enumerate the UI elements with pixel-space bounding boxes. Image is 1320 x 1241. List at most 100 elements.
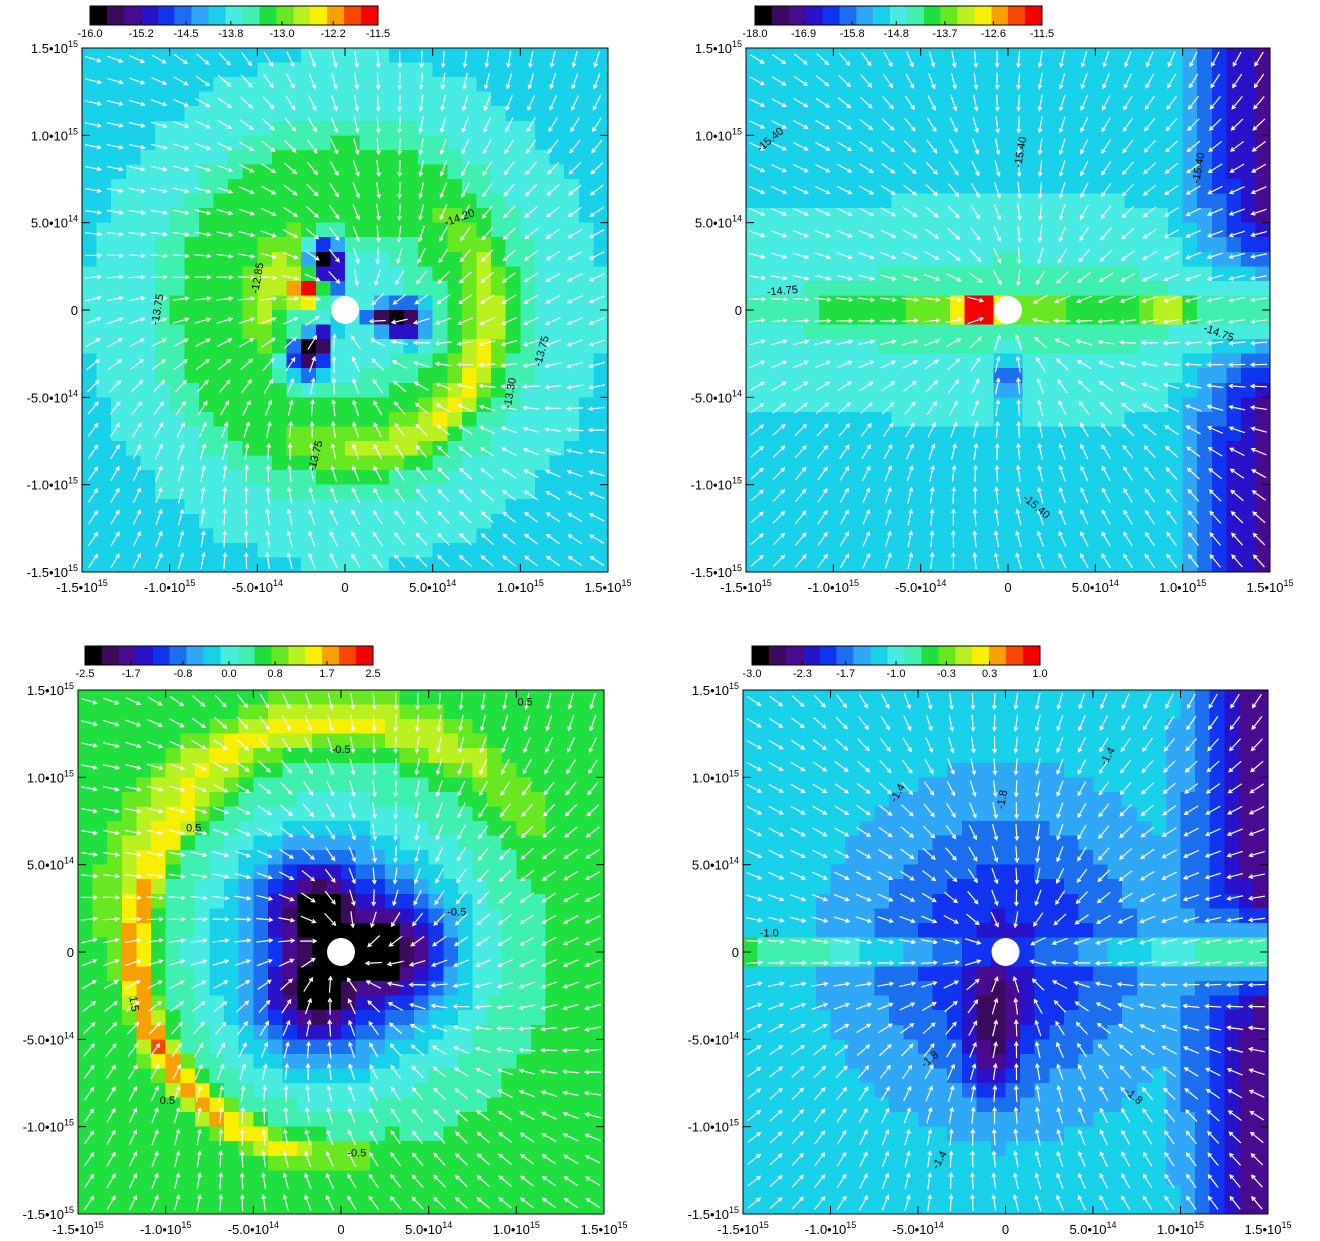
- contour-cell: [520, 543, 535, 558]
- contour-cell: [111, 325, 126, 340]
- contour-cell: [356, 908, 371, 923]
- contour-cell: [775, 48, 790, 63]
- contour-cell: [389, 48, 404, 63]
- contour-cell: [964, 543, 979, 558]
- contour-cell: [1124, 266, 1139, 281]
- contour-cell: [564, 383, 579, 398]
- contour-cell: [111, 121, 126, 136]
- contour-cell: [136, 1054, 151, 1069]
- contour-cell: [1008, 368, 1023, 383]
- contour-cell: [389, 208, 404, 223]
- contour-cell: [1008, 77, 1023, 92]
- contour-cell: [180, 1068, 195, 1083]
- contour-cell: [399, 1010, 414, 1025]
- tick-label: 1.0•1015: [695, 126, 742, 143]
- contour-cell: [151, 748, 166, 763]
- contour-cell: [166, 792, 181, 807]
- contour-cell: [180, 1083, 195, 1098]
- contour-cell: [1226, 237, 1241, 252]
- contour-cell: [326, 1039, 341, 1054]
- contour-cell: [82, 63, 97, 78]
- contour-cell: [1139, 281, 1154, 296]
- contour-cell: [312, 1083, 327, 1098]
- contour-cell: [224, 1199, 239, 1214]
- contour-cell: [155, 383, 170, 398]
- contour-cell: [316, 426, 331, 441]
- contour-cell: [1124, 339, 1139, 354]
- contour-cell: [301, 339, 316, 354]
- contour-cell: [140, 194, 155, 209]
- contour-cell: [1052, 266, 1067, 281]
- contour-cell: [462, 528, 477, 543]
- contour-cell: [1066, 412, 1081, 427]
- contour-cell: [111, 92, 126, 107]
- contour-cell: [862, 92, 877, 107]
- contour-cell: [82, 106, 97, 121]
- contour-cell: [790, 339, 805, 354]
- contour-cell: [1255, 528, 1270, 543]
- figure: -16.0-15.2-14.5-13.8-13.0-12.2-11.5-13.7…: [0, 0, 1320, 1241]
- contour-cell: [180, 923, 195, 938]
- contour-cell: [921, 48, 936, 63]
- contour-cell: [1124, 441, 1139, 456]
- tick-label: 1.0•1015: [497, 578, 544, 595]
- contour-cell: [78, 748, 93, 763]
- contour-cell: [447, 252, 462, 267]
- contour-cell: [950, 106, 965, 121]
- contour-cell: [1008, 383, 1023, 398]
- contour-cell: [356, 821, 371, 836]
- contour-cell: [111, 266, 126, 281]
- contour-cell: [374, 77, 389, 92]
- contour-cell: [107, 821, 122, 836]
- contour-cell: [356, 1112, 371, 1127]
- colorbar: -16.0-15.2-14.5-13.8-13.0-12.2-11.5: [77, 6, 390, 40]
- contour-cell: [301, 237, 316, 252]
- contour-cell: [906, 63, 921, 78]
- contour-cell: [1081, 325, 1096, 340]
- contour-cell: [1023, 281, 1038, 296]
- contour-cell: [356, 806, 371, 821]
- contour-cell: [356, 850, 371, 865]
- contour-cell: [1008, 514, 1023, 529]
- contour-cell: [1008, 252, 1023, 267]
- tick-label: -5.0•1014: [27, 388, 78, 405]
- contour-cell: [326, 1068, 341, 1083]
- contour-cell: [239, 748, 254, 763]
- contour-cell: [122, 705, 137, 720]
- contour-cell: [1255, 223, 1270, 238]
- contour-cell: [136, 1199, 151, 1214]
- contour-cell: [268, 1141, 283, 1156]
- contour-cell: [326, 981, 341, 996]
- contour-cell: [848, 514, 863, 529]
- contour-cell: [1023, 354, 1038, 369]
- contour-cell: [253, 865, 268, 880]
- contour-cell: [283, 908, 298, 923]
- colorbar-tick-label: -12.6: [981, 28, 1006, 40]
- contour-cell: [491, 92, 506, 107]
- contour-cell: [848, 441, 863, 456]
- contour-cell: [746, 237, 761, 252]
- contour-cell: [1255, 368, 1270, 383]
- contour-cell: [166, 836, 181, 851]
- contour-cell: [579, 412, 594, 427]
- contour-cell: [418, 325, 433, 340]
- contour-cell: [1110, 456, 1125, 471]
- contour-cell: [877, 237, 892, 252]
- contour-cell: [399, 1170, 414, 1185]
- contour-cell: [848, 295, 863, 310]
- contour-cell: [862, 252, 877, 267]
- contour-cell: [462, 383, 477, 398]
- contour-cell: [345, 179, 360, 194]
- contour-cell: [399, 821, 414, 836]
- contour-cell: [819, 383, 834, 398]
- contour-cell: [418, 48, 433, 63]
- contour-cell: [775, 237, 790, 252]
- contour-cell: [1124, 368, 1139, 383]
- contour-cell: [253, 1025, 268, 1040]
- contour-cell: [111, 77, 126, 92]
- contour-cell: [579, 368, 594, 383]
- contour-cell: [804, 441, 819, 456]
- contour-cell: [93, 1068, 108, 1083]
- contour-cell: [283, 1010, 298, 1025]
- contour-cell: [1023, 412, 1038, 427]
